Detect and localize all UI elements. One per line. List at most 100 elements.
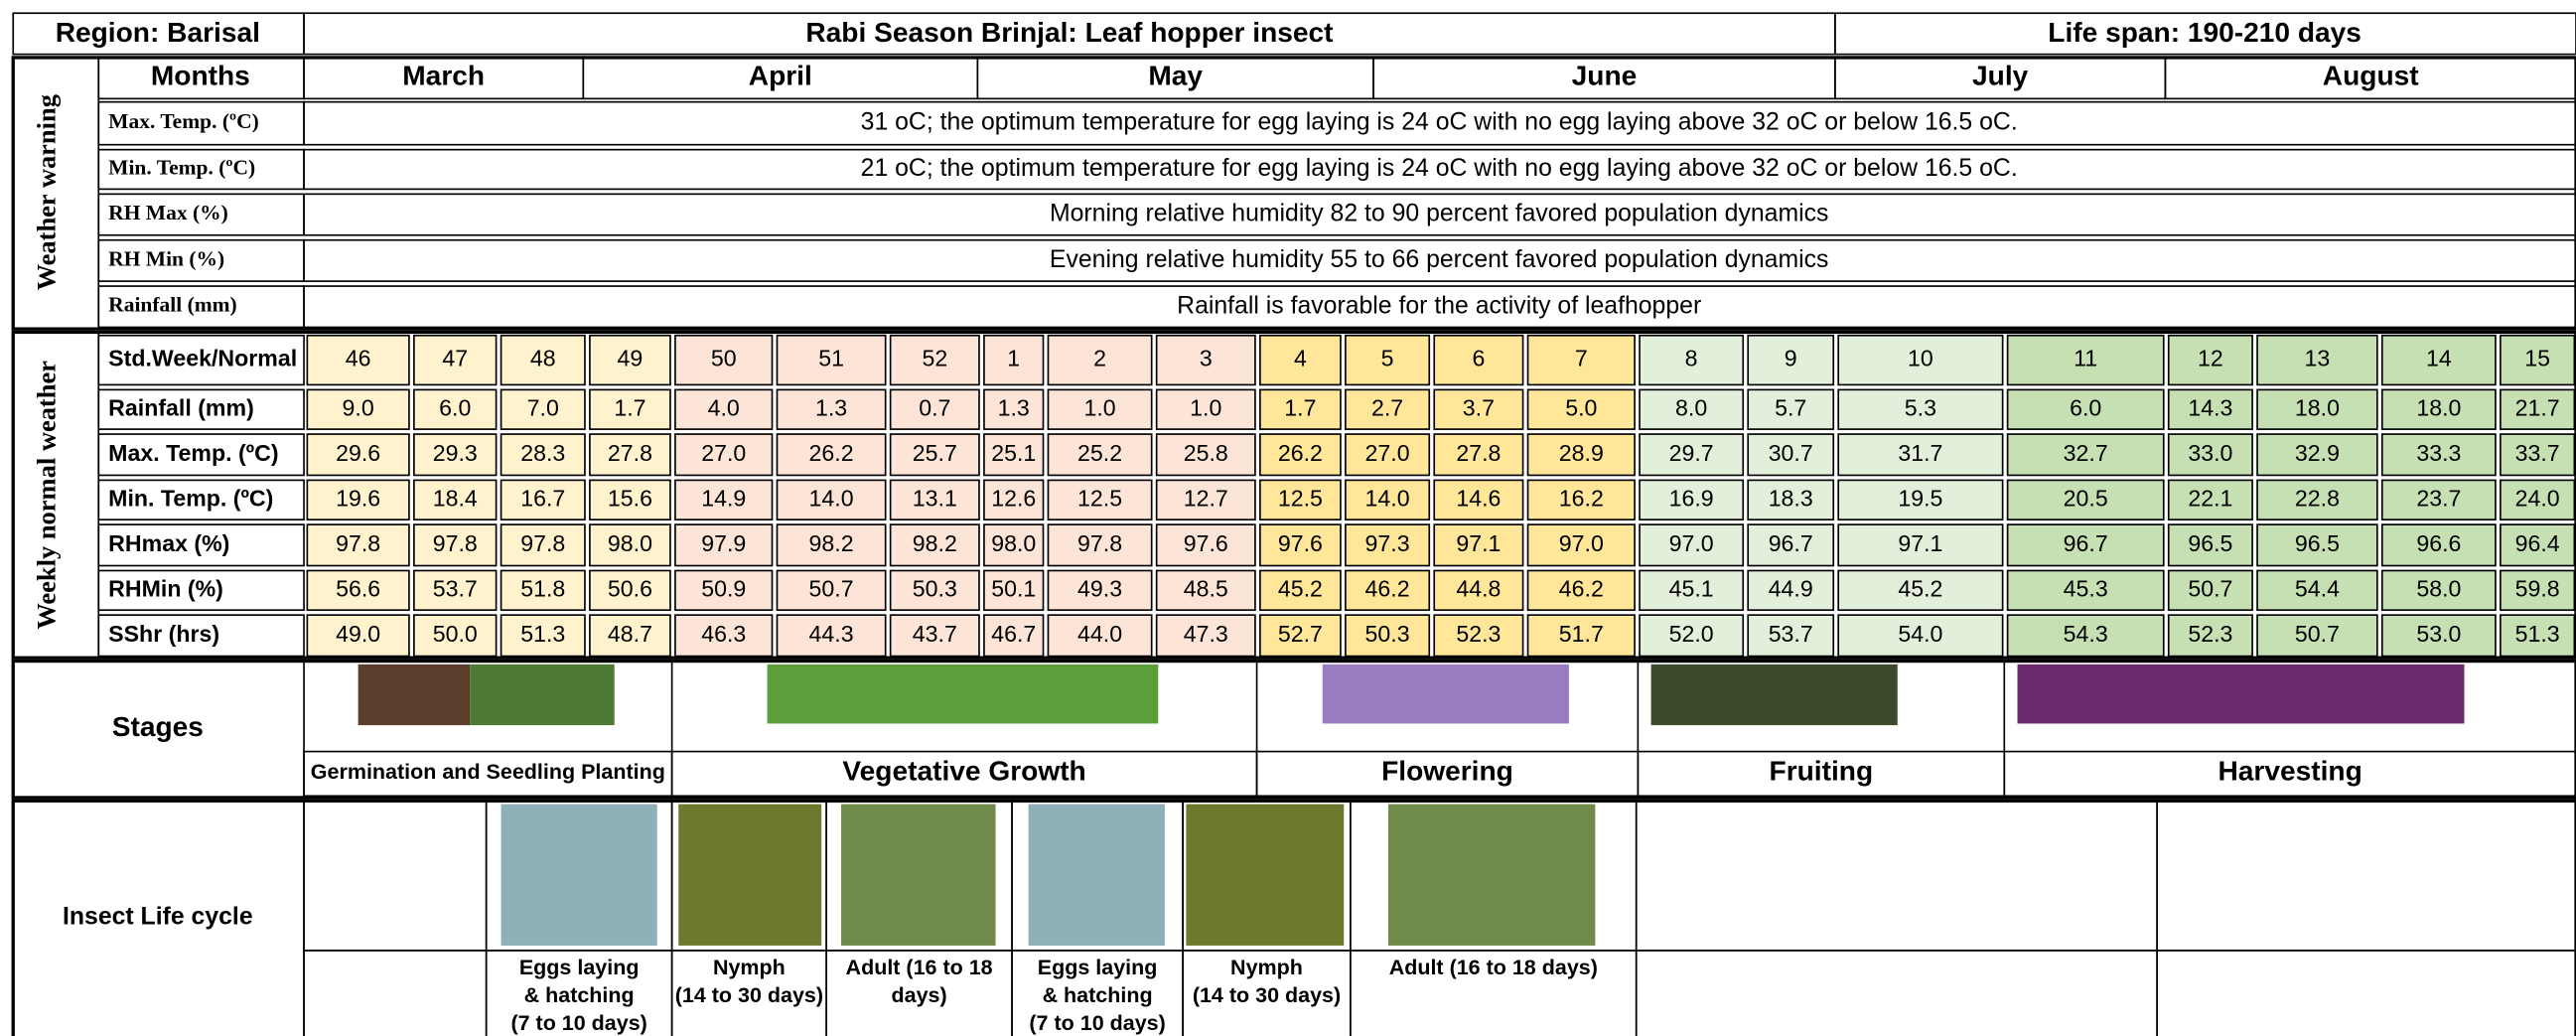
week-value: 1.0 (1083, 394, 1115, 420)
week-value: 12.5 (1278, 485, 1323, 511)
week-value: 1.7 (614, 394, 645, 420)
life-span: Life span: 190-210 days (2048, 17, 2361, 48)
week-value: 97.1 (1456, 530, 1501, 556)
row-label: Rainfall (mm) (108, 394, 254, 420)
sheet: Region: BarisalRabi Season Brinjal: Leaf… (0, 0, 2576, 1036)
week-value: 15 (2524, 346, 2550, 371)
week-value: 28.9 (1559, 440, 1604, 466)
week-value: 97.9 (701, 530, 746, 556)
week-value: 24.0 (2515, 485, 2560, 511)
warning-text: 21 oC; the optimum temperature for egg l… (861, 155, 2018, 182)
week-value: 18.0 (2416, 394, 2461, 420)
week-value: 16.7 (520, 485, 565, 511)
week-value: 12.5 (1077, 485, 1122, 511)
week-value: 52 (922, 346, 947, 371)
stage-photo (470, 665, 615, 725)
week-value: 4 (1294, 346, 1307, 371)
stages-label: Stages (112, 711, 204, 742)
week-value: 54.4 (2295, 575, 2340, 601)
week-value: 16.9 (1669, 485, 1714, 511)
stage-photo (358, 665, 470, 725)
week-value: 98.0 (608, 530, 652, 556)
week-value: 46 (346, 346, 371, 371)
week-value: 98.2 (809, 530, 854, 556)
insect-stage-text: Nymph (713, 956, 786, 979)
week-value: 29.7 (1669, 440, 1714, 466)
insect-photo (501, 805, 657, 946)
week-value: 0.7 (919, 394, 950, 420)
week-value: 50.7 (2295, 621, 2340, 647)
insect-stage-text: Eggs laying (519, 956, 640, 979)
insect-stage-text: days) (892, 983, 947, 1007)
month: June (1572, 60, 1638, 90)
week-value: 50.7 (2188, 575, 2232, 601)
week-value: 50 (711, 346, 737, 371)
week-value: 29.3 (433, 440, 478, 466)
row-label: Max. Temp. (ºC) (108, 109, 259, 133)
week-value: 52.3 (1456, 621, 1501, 647)
week-value: 47 (442, 346, 468, 371)
week-value: 32.7 (2064, 440, 2108, 466)
week-value: 11 (2074, 346, 2097, 371)
row-label: SShr (hrs) (108, 621, 219, 647)
week-value: 19.5 (1898, 485, 1942, 511)
week-value: 27.0 (701, 440, 746, 466)
stage-label: Flowering (1381, 756, 1513, 787)
side-label: Weekly normal weather (32, 361, 62, 630)
week-value: 18.4 (433, 485, 478, 511)
week-value: 44.0 (1077, 621, 1122, 647)
insect-stage-text: Adult (16 to 18 (846, 956, 993, 979)
week-value: 15.6 (608, 485, 652, 511)
warning-text: 31 oC; the optimum temperature for egg l… (861, 109, 2018, 136)
week-value: 13.1 (913, 485, 957, 511)
month: May (1148, 60, 1203, 90)
week-value: 50.3 (1365, 621, 1410, 647)
week-value: 48.7 (608, 621, 652, 647)
week-value: 46.7 (991, 621, 1036, 647)
week-value: 50.1 (991, 575, 1036, 601)
week-value: 45.3 (2064, 575, 2108, 601)
week-value: 31.7 (1898, 440, 1942, 466)
week-value: 46.2 (1365, 575, 1410, 601)
month: July (1972, 60, 2029, 90)
stage-photo (1651, 665, 1898, 725)
week-value: 13 (2305, 346, 2331, 371)
insect-stage-text: Eggs laying (1038, 956, 1158, 979)
week-value: 58.0 (2416, 575, 2461, 601)
week-value: 50.9 (701, 575, 746, 601)
week-value: 21.7 (2515, 394, 2560, 420)
warning-text: Morning relative humidity 82 to 90 perce… (1050, 201, 1829, 227)
stage-label: Harvesting (2218, 756, 2361, 787)
week-value: 54.0 (1898, 621, 1942, 647)
week-value: 50.6 (608, 575, 652, 601)
week-value: 43.7 (913, 621, 957, 647)
stage-label: Fruiting (1770, 756, 1874, 787)
week-value: 27.8 (1456, 440, 1501, 466)
stage-label: Vegetative Growth (842, 756, 1085, 787)
week-value: 48.5 (1184, 575, 1228, 601)
insect-photo (1029, 805, 1165, 946)
week-value: 51.8 (520, 575, 565, 601)
week-value: 51 (818, 346, 844, 371)
week-value: 97.8 (1077, 530, 1122, 556)
week-value: 45.2 (1278, 575, 1323, 601)
week-value: 49.0 (336, 621, 380, 647)
week-value: 2 (1093, 346, 1106, 371)
week-value: 6 (1472, 346, 1485, 371)
row-label: Rainfall (mm) (108, 293, 237, 317)
week-value: 6.0 (439, 394, 471, 420)
row-label: RH Min (%) (108, 246, 224, 270)
week-value: 14.9 (701, 485, 746, 511)
stage-photo (2018, 665, 2465, 724)
insect-photo (1186, 805, 1344, 946)
week-value: 96.6 (2416, 530, 2461, 556)
week-value: 97.8 (520, 530, 565, 556)
week-value: 14.3 (2188, 394, 2232, 420)
week-value: 97.8 (336, 530, 380, 556)
week-value: 96.5 (2188, 530, 2232, 556)
side-label: Weather warning (32, 94, 62, 290)
week-value: 26.2 (1278, 440, 1323, 466)
insect-stage-text: & hatching (524, 983, 635, 1007)
row-label: Min. Temp. (ºC) (108, 485, 273, 511)
week-value: 3.7 (1463, 394, 1495, 420)
